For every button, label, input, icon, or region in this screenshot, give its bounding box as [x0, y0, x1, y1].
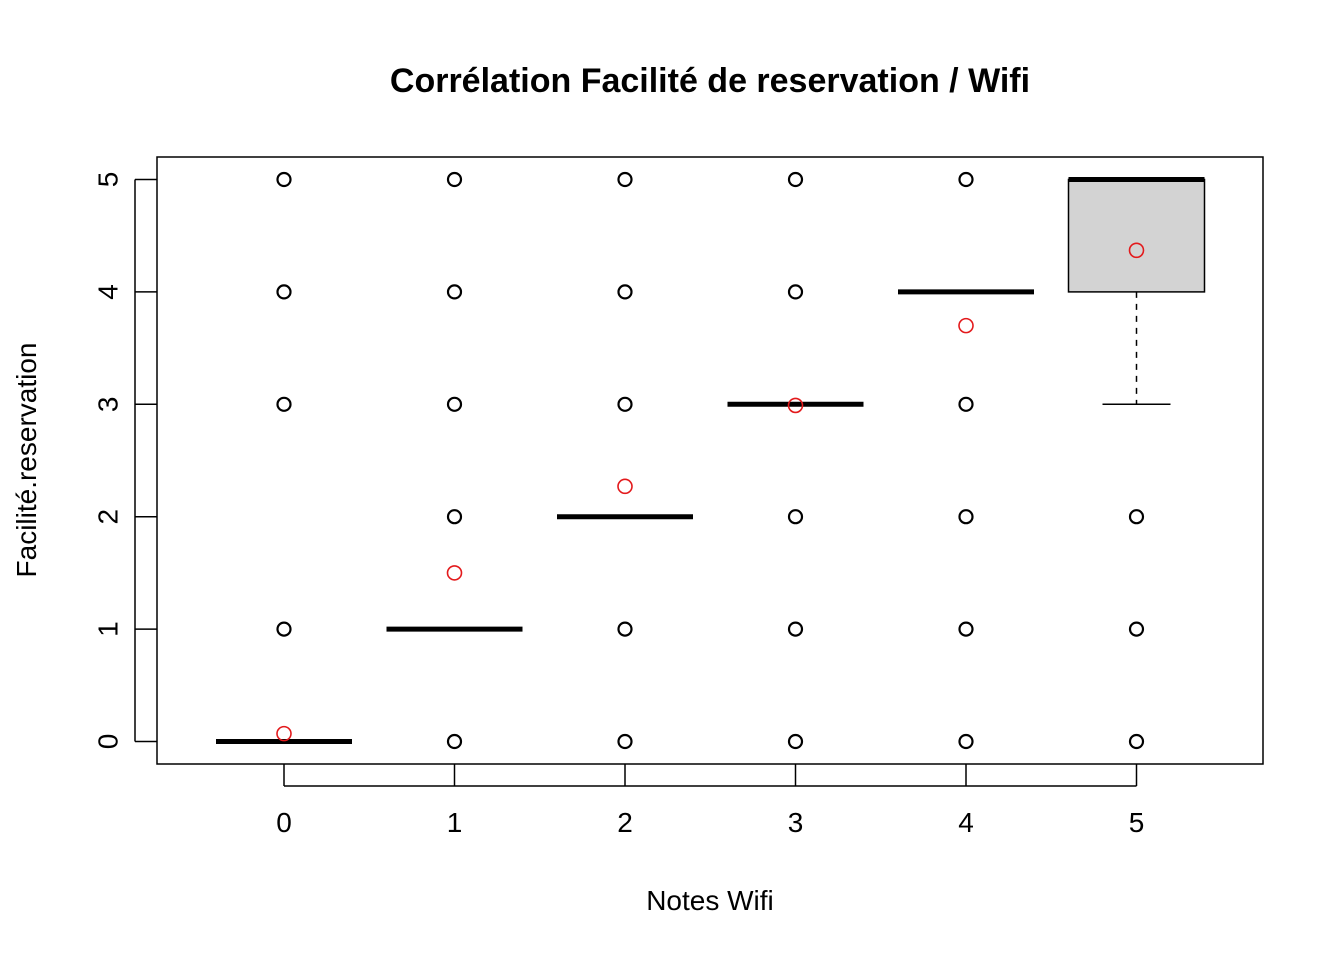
y-tick-label: 2	[93, 509, 124, 525]
outlier-point	[446, 509, 463, 525]
y-tick-label: 3	[93, 397, 124, 413]
outlier-point	[617, 733, 633, 750]
box-body	[1067, 178, 1206, 293]
mean-point	[1128, 242, 1145, 259]
outlier-point	[617, 171, 633, 188]
outlier-point	[787, 733, 804, 750]
outlier-point	[446, 396, 463, 412]
y-tick-label: 5	[93, 172, 124, 188]
x-tick-label: 4	[958, 807, 974, 838]
outlier-point	[446, 171, 463, 188]
x-tick-label: 1	[447, 807, 463, 838]
x-tick-label: 3	[788, 807, 804, 838]
y-tick-label: 1	[93, 621, 124, 637]
x-tick-label: 2	[617, 807, 633, 838]
boxes-layer	[216, 177, 1206, 744]
mean-point	[958, 317, 974, 334]
means-layer	[276, 242, 1145, 742]
outliers-layer	[276, 171, 1145, 750]
y-tick-label: 0	[93, 734, 124, 750]
chart-title: Corrélation Facilité de reservation / Wi…	[390, 62, 1030, 100]
outlier-point	[958, 171, 974, 188]
outlier-point	[617, 396, 633, 412]
mean-point	[446, 565, 463, 581]
x-tick-label: 5	[1129, 807, 1145, 838]
outlier-point	[787, 621, 804, 637]
y-axis: 0 1 2 3 4 5	[93, 172, 157, 750]
outlier-point	[276, 171, 292, 188]
outlier-point	[958, 396, 974, 412]
outlier-point	[958, 509, 974, 525]
outlier-point	[1128, 733, 1145, 750]
outlier-point	[446, 284, 463, 300]
mean-point	[617, 478, 633, 495]
y-axis-label: Facilité.reservation	[11, 343, 42, 578]
outlier-point	[1128, 621, 1145, 637]
x-tick-label: 0	[276, 807, 292, 838]
y-tick-label: 4	[93, 284, 124, 300]
outlier-point	[787, 284, 804, 300]
outlier-point	[958, 621, 974, 637]
outlier-point	[617, 621, 633, 637]
outlier-point	[276, 396, 292, 412]
mean-point	[787, 397, 804, 414]
outlier-point	[446, 733, 463, 750]
mean-point	[276, 725, 292, 742]
outlier-point	[787, 509, 804, 525]
x-axis-label: Notes Wifi	[646, 885, 774, 916]
outlier-point	[617, 284, 633, 300]
outlier-point	[276, 621, 292, 637]
outlier-point	[958, 733, 974, 750]
outlier-point	[787, 171, 804, 188]
outlier-point	[276, 284, 292, 300]
plot-frame	[156, 156, 1264, 765]
x-axis: 0 1 2 3 4 5	[276, 764, 1144, 838]
box-group-5	[1067, 177, 1206, 406]
outlier-point	[1128, 509, 1145, 525]
